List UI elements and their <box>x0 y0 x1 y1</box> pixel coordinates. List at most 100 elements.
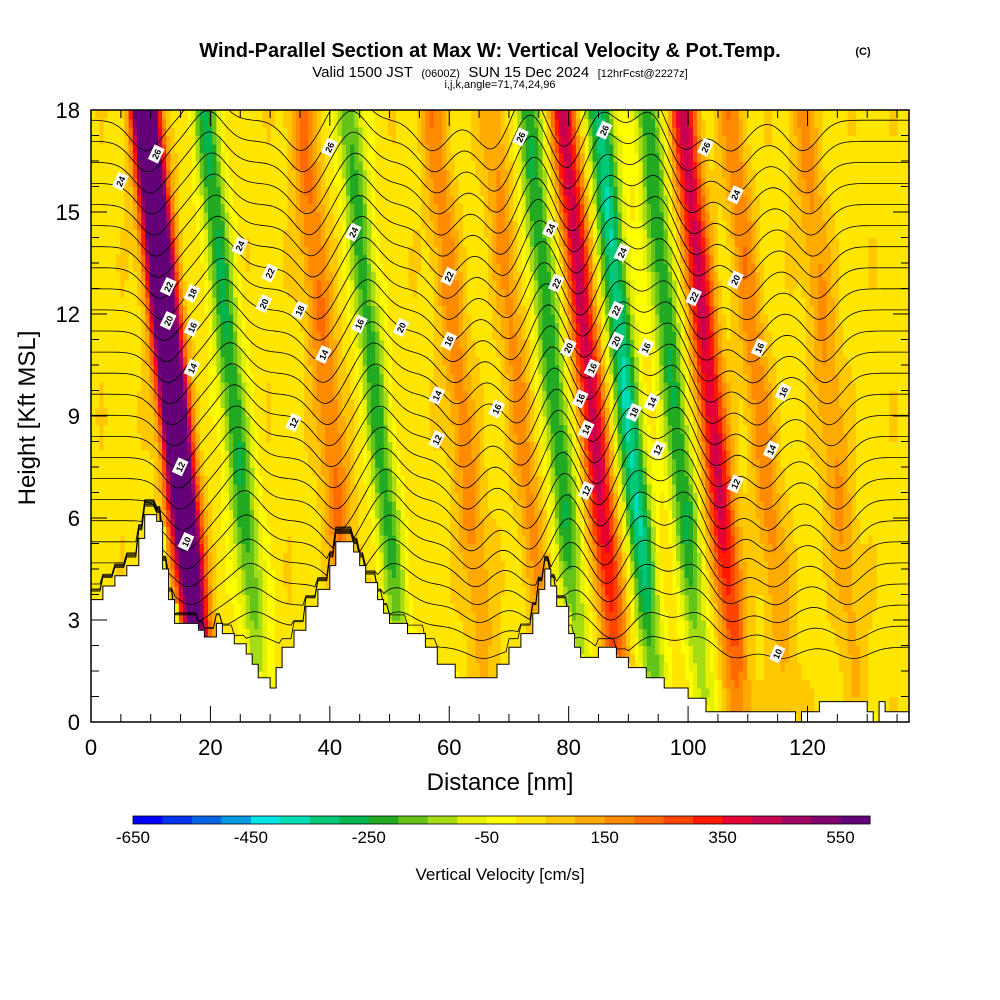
velocity-cell <box>183 195 188 205</box>
velocity-cell <box>404 356 410 366</box>
velocity-cell <box>312 577 318 587</box>
velocity-cell <box>383 169 389 179</box>
velocity-cell <box>291 271 297 281</box>
velocity-cell <box>254 603 259 613</box>
velocity-cell <box>228 390 234 400</box>
velocity-cell <box>450 543 456 553</box>
velocity-cell <box>149 331 155 341</box>
velocity-cell <box>429 212 435 222</box>
velocity-cell <box>400 339 406 349</box>
velocity-cell <box>362 399 368 409</box>
velocity-cell <box>216 373 222 383</box>
velocity-cell <box>170 229 176 239</box>
velocity-cell <box>442 356 447 366</box>
velocity-cell <box>249 237 255 247</box>
velocity-cell <box>228 297 234 307</box>
velocity-cell <box>228 433 234 443</box>
velocity-cell <box>270 288 276 298</box>
velocity-cell <box>308 501 314 511</box>
velocity-cell <box>149 348 155 358</box>
velocity-cell <box>95 458 100 468</box>
velocity-cell <box>124 161 130 171</box>
velocity-cell <box>262 212 268 222</box>
velocity-cell <box>341 390 347 400</box>
velocity-cell <box>258 628 263 638</box>
velocity-cell <box>116 356 121 366</box>
velocity-cell <box>433 212 439 222</box>
velocity-cell <box>120 229 126 239</box>
velocity-cell <box>358 365 364 375</box>
velocity-cell <box>166 365 171 375</box>
velocity-cell <box>116 110 121 120</box>
velocity-cell <box>178 475 184 485</box>
velocity-cell <box>291 322 297 332</box>
velocity-cell <box>304 314 309 324</box>
velocity-cell <box>262 356 268 366</box>
velocity-cell <box>132 322 138 332</box>
velocity-cell <box>379 577 385 587</box>
velocity-cell <box>425 416 431 426</box>
velocity-cell <box>274 535 280 545</box>
velocity-cell <box>120 543 126 553</box>
velocity-cell <box>233 492 238 502</box>
velocity-cell <box>404 144 410 154</box>
velocity-cell <box>195 237 201 247</box>
velocity-cell <box>375 450 380 460</box>
velocity-cell <box>111 373 117 383</box>
velocity-cell <box>178 382 184 392</box>
velocity-cell <box>107 365 113 375</box>
velocity-cell <box>429 603 435 613</box>
velocity-cell <box>362 246 368 256</box>
velocity-cell <box>99 203 105 213</box>
velocity-cell <box>187 254 192 264</box>
velocity-cell <box>396 195 401 205</box>
velocity-cell <box>429 373 435 383</box>
velocity-cell <box>295 212 301 222</box>
velocity-cell <box>145 110 151 120</box>
velocity-cell <box>442 365 447 375</box>
velocity-cell <box>191 390 197 400</box>
velocity-cell <box>437 552 443 562</box>
velocity-cell <box>178 586 184 596</box>
velocity-cell <box>178 331 184 341</box>
velocity-cell <box>274 594 280 604</box>
velocity-cell <box>183 484 188 494</box>
velocity-cell <box>433 322 439 332</box>
velocity-cell <box>366 288 372 298</box>
velocity-cell <box>132 543 138 553</box>
velocity-cell <box>237 356 243 366</box>
velocity-cell <box>132 560 138 570</box>
velocity-cell <box>371 305 376 315</box>
velocity-cell <box>174 271 180 281</box>
velocity-cell <box>287 577 293 587</box>
velocity-cell <box>325 365 330 375</box>
velocity-cell <box>91 178 96 188</box>
velocity-cell <box>341 484 347 494</box>
velocity-cell <box>375 127 380 137</box>
velocity-cell <box>320 152 326 162</box>
velocity-cell <box>166 169 171 179</box>
velocity-cell <box>266 186 272 196</box>
velocity-cell <box>387 450 393 460</box>
velocity-cell <box>354 280 360 290</box>
velocity-cell <box>341 373 347 383</box>
velocity-cell <box>266 229 272 239</box>
velocity-cell <box>291 118 297 128</box>
velocity-cell <box>245 382 251 392</box>
velocity-cell <box>199 305 205 315</box>
velocity-cell <box>308 390 314 400</box>
velocity-cell <box>300 484 305 494</box>
velocity-cell <box>111 118 117 128</box>
velocity-cell <box>149 135 155 145</box>
velocity-cell <box>387 152 393 162</box>
velocity-cell <box>224 305 230 315</box>
velocity-cell <box>228 603 234 613</box>
velocity-cell <box>166 560 171 570</box>
velocity-cell <box>463 671 468 681</box>
velocity-cell <box>191 501 197 511</box>
velocity-cell <box>99 407 105 417</box>
velocity-cell <box>174 407 180 417</box>
velocity-cell <box>391 603 397 613</box>
velocity-cell <box>341 356 347 366</box>
velocity-cell <box>300 611 305 621</box>
